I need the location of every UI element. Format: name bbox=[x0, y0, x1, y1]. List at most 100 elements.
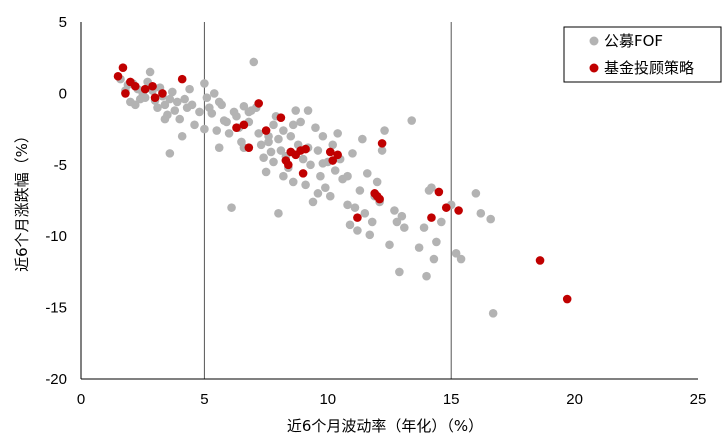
point-public-fof bbox=[190, 120, 199, 130]
point-public-fof bbox=[175, 114, 185, 124]
point-public-fof bbox=[424, 186, 434, 195]
point-advisory-strategy bbox=[254, 99, 263, 108]
point-public-fof bbox=[437, 217, 446, 227]
point-public-fof bbox=[348, 149, 357, 158]
point-public-fof bbox=[311, 123, 320, 132]
point-advisory-strategy bbox=[284, 160, 293, 170]
series-advisory-strategy bbox=[113, 63, 572, 304]
point-advisory-strategy bbox=[535, 256, 545, 265]
point-public-fof bbox=[219, 116, 229, 125]
point-public-fof bbox=[397, 211, 407, 221]
point-public-fof bbox=[429, 254, 439, 264]
x-axis-title: 近6个月波动率（年化）（%） bbox=[287, 417, 483, 435]
point-public-fof bbox=[419, 223, 429, 232]
point-public-fof bbox=[488, 309, 498, 318]
x-tick-label: 5 bbox=[200, 391, 208, 408]
point-public-fof bbox=[187, 100, 197, 110]
point-public-fof bbox=[274, 209, 283, 218]
point-public-fof bbox=[377, 146, 387, 155]
legend-box bbox=[563, 26, 722, 83]
x-tick-label: 0 bbox=[77, 391, 85, 408]
point-public-fof bbox=[279, 171, 288, 181]
point-public-fof bbox=[288, 120, 298, 130]
point-public-fof bbox=[266, 147, 276, 157]
point-public-fof bbox=[214, 143, 224, 152]
point-public-fof bbox=[321, 183, 330, 192]
y-tick-label: -20 bbox=[45, 371, 67, 388]
point-public-fof bbox=[254, 129, 263, 138]
reference-lines bbox=[203, 22, 452, 379]
point-public-fof bbox=[432, 237, 441, 247]
x-tick-label: 20 bbox=[566, 391, 583, 408]
point-public-fof bbox=[274, 134, 283, 144]
point-public-fof bbox=[355, 186, 365, 195]
point-advisory-strategy bbox=[244, 143, 254, 152]
point-advisory-strategy bbox=[118, 63, 128, 72]
point-advisory-strategy bbox=[150, 93, 160, 102]
x-tick-label: 25 bbox=[690, 391, 707, 408]
point-advisory-strategy bbox=[177, 74, 187, 84]
point-public-fof bbox=[286, 131, 296, 141]
point-public-fof bbox=[350, 203, 360, 212]
point-public-fof bbox=[232, 111, 241, 121]
y-tick-label: 0 bbox=[59, 85, 67, 102]
point-public-fof bbox=[325, 191, 335, 201]
point-public-fof bbox=[345, 220, 355, 230]
point-public-fof bbox=[316, 171, 325, 181]
point-public-fof bbox=[165, 149, 175, 158]
point-public-fof bbox=[200, 79, 209, 88]
point-public-fof bbox=[214, 97, 224, 107]
point-public-fof bbox=[224, 129, 234, 138]
point-public-fof bbox=[414, 243, 424, 252]
point-advisory-strategy bbox=[158, 89, 167, 98]
point-public-fof bbox=[380, 126, 389, 135]
point-public-fof bbox=[301, 180, 310, 190]
point-public-fof bbox=[135, 94, 145, 104]
point-advisory-strategy bbox=[427, 213, 436, 222]
series-public-fof bbox=[116, 57, 498, 318]
point-advisory-strategy bbox=[301, 144, 310, 154]
point-public-fof bbox=[276, 146, 286, 155]
point-public-fof bbox=[269, 157, 278, 167]
point-public-fof bbox=[358, 134, 367, 144]
point-public-fof bbox=[160, 100, 170, 110]
point-public-fof bbox=[212, 126, 222, 135]
tick-labels: 0 5 10 15 20 25 5 0 -5 -10 -15 -20 bbox=[45, 14, 706, 408]
y-tick-label: 5 bbox=[59, 14, 67, 31]
point-public-fof bbox=[313, 189, 323, 198]
point-advisory-strategy bbox=[454, 206, 463, 215]
legend-marker-public-fof bbox=[589, 36, 599, 46]
point-public-fof bbox=[367, 217, 377, 227]
point-public-fof bbox=[207, 109, 217, 118]
point-advisory-strategy bbox=[377, 139, 387, 148]
point-public-fof bbox=[177, 131, 187, 141]
point-public-fof bbox=[486, 214, 495, 224]
point-advisory-strategy bbox=[276, 113, 286, 122]
point-public-fof bbox=[330, 166, 340, 175]
point-public-fof bbox=[130, 100, 140, 110]
point-public-fof bbox=[298, 154, 308, 164]
point-public-fof bbox=[172, 97, 182, 107]
point-public-fof bbox=[362, 169, 372, 178]
axes bbox=[80, 22, 698, 380]
point-public-fof bbox=[239, 101, 249, 111]
point-public-fof bbox=[185, 84, 194, 94]
point-public-fof bbox=[264, 137, 273, 147]
point-public-fof bbox=[308, 197, 318, 207]
point-advisory-strategy bbox=[140, 84, 150, 94]
point-advisory-strategy bbox=[232, 123, 241, 132]
point-public-fof bbox=[303, 106, 313, 115]
point-public-fof bbox=[288, 177, 298, 187]
legend-marker-advisory-strategy bbox=[589, 63, 599, 73]
point-public-fof bbox=[372, 177, 382, 187]
point-public-fof bbox=[195, 107, 204, 117]
point-public-fof bbox=[306, 160, 315, 170]
point-advisory-strategy bbox=[121, 89, 130, 98]
y-tick-label: -5 bbox=[54, 157, 67, 174]
point-public-fof bbox=[269, 120, 278, 130]
point-public-fof bbox=[244, 107, 254, 117]
point-public-fof bbox=[392, 217, 402, 227]
point-public-fof bbox=[400, 223, 409, 232]
point-public-fof bbox=[451, 249, 461, 258]
point-public-fof bbox=[343, 200, 352, 210]
